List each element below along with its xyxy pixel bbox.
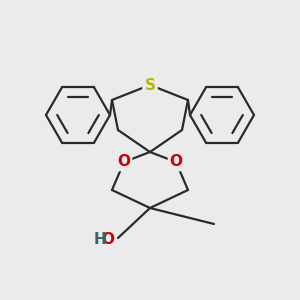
Text: H: H [93,232,106,247]
Text: O: O [101,232,114,247]
Text: S: S [145,77,155,92]
Text: O: O [169,154,182,169]
Text: O: O [118,154,130,169]
